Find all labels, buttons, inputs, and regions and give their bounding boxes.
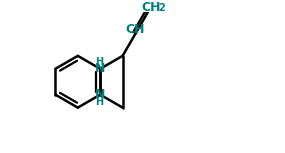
Text: N: N — [95, 88, 105, 101]
Text: 2: 2 — [158, 4, 165, 13]
Text: CH: CH — [126, 23, 145, 36]
Text: H: H — [95, 57, 103, 67]
Text: N: N — [95, 62, 105, 75]
Text: CH: CH — [141, 1, 161, 14]
Text: H: H — [95, 97, 103, 107]
